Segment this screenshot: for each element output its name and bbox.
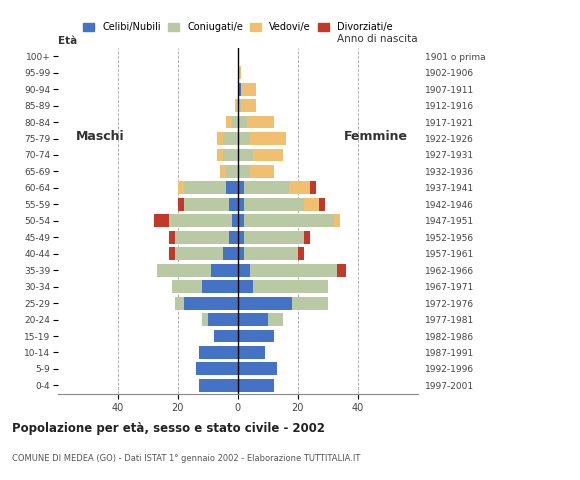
Bar xyxy=(238,215,244,227)
Bar xyxy=(199,379,238,392)
Bar xyxy=(238,132,250,145)
Bar xyxy=(220,165,226,178)
Bar xyxy=(178,181,184,194)
Bar xyxy=(244,215,334,227)
Bar xyxy=(238,231,244,244)
Bar xyxy=(154,215,169,227)
Bar xyxy=(175,297,184,310)
Bar xyxy=(238,280,253,293)
Bar xyxy=(226,165,238,178)
Bar xyxy=(244,231,304,244)
Bar xyxy=(223,132,238,145)
Bar xyxy=(172,280,202,293)
Legend: Celibi/Nubili, Coniugati/e, Vedovi/e, Divorziati/e: Celibi/Nubili, Coniugati/e, Vedovi/e, Di… xyxy=(79,18,397,36)
Bar xyxy=(238,247,244,260)
Text: Femmine: Femmine xyxy=(343,130,408,143)
Bar xyxy=(214,330,238,342)
Text: Maschi: Maschi xyxy=(75,130,124,143)
Bar xyxy=(175,247,223,260)
Bar xyxy=(229,231,238,244)
Bar xyxy=(238,99,241,112)
Bar xyxy=(246,116,274,129)
Bar xyxy=(238,181,244,194)
Bar xyxy=(241,83,256,96)
Bar xyxy=(336,264,346,276)
Bar xyxy=(235,99,238,112)
Bar xyxy=(238,379,274,392)
Bar xyxy=(238,297,292,310)
Bar xyxy=(202,313,208,326)
Bar xyxy=(238,148,253,161)
Bar xyxy=(253,280,328,293)
Bar xyxy=(298,247,304,260)
Bar xyxy=(238,346,264,359)
Bar xyxy=(334,215,340,227)
Bar xyxy=(318,198,325,211)
Bar xyxy=(184,181,226,194)
Bar xyxy=(250,132,286,145)
Text: Popolazione per età, sesso e stato civile - 2002: Popolazione per età, sesso e stato civil… xyxy=(12,422,325,435)
Bar xyxy=(175,231,229,244)
Bar xyxy=(169,231,175,244)
Bar xyxy=(238,264,250,276)
Bar xyxy=(238,313,268,326)
Bar xyxy=(238,116,246,129)
Bar xyxy=(169,215,232,227)
Bar xyxy=(238,83,241,96)
Bar xyxy=(169,247,175,260)
Bar xyxy=(223,148,238,161)
Bar xyxy=(199,346,238,359)
Bar xyxy=(310,181,316,194)
Bar xyxy=(292,297,328,310)
Bar xyxy=(268,313,282,326)
Bar xyxy=(223,247,238,260)
Bar xyxy=(244,181,289,194)
Bar xyxy=(238,165,250,178)
Bar xyxy=(304,231,310,244)
Bar xyxy=(157,264,211,276)
Bar xyxy=(184,297,238,310)
Bar xyxy=(226,181,238,194)
Bar xyxy=(238,330,274,342)
Bar xyxy=(241,99,256,112)
Bar xyxy=(238,362,277,375)
Bar xyxy=(304,198,318,211)
Text: Età: Età xyxy=(58,36,77,47)
Bar xyxy=(232,116,238,129)
Bar xyxy=(217,132,223,145)
Bar xyxy=(238,66,241,79)
Bar xyxy=(184,198,229,211)
Bar xyxy=(250,165,274,178)
Bar xyxy=(250,264,336,276)
Bar xyxy=(178,198,184,211)
Bar xyxy=(196,362,238,375)
Bar xyxy=(253,148,282,161)
Bar xyxy=(229,198,238,211)
Bar xyxy=(244,198,304,211)
Text: Anno di nascita: Anno di nascita xyxy=(337,34,418,44)
Bar xyxy=(289,181,310,194)
Text: COMUNE DI MEDEA (GO) - Dati ISTAT 1° gennaio 2002 - Elaborazione TUTTITALIA.IT: COMUNE DI MEDEA (GO) - Dati ISTAT 1° gen… xyxy=(12,454,360,463)
Bar xyxy=(217,148,223,161)
Bar xyxy=(232,215,238,227)
Bar xyxy=(211,264,238,276)
Bar xyxy=(244,247,298,260)
Bar xyxy=(208,313,238,326)
Bar xyxy=(238,198,244,211)
Bar xyxy=(202,280,238,293)
Bar xyxy=(226,116,232,129)
